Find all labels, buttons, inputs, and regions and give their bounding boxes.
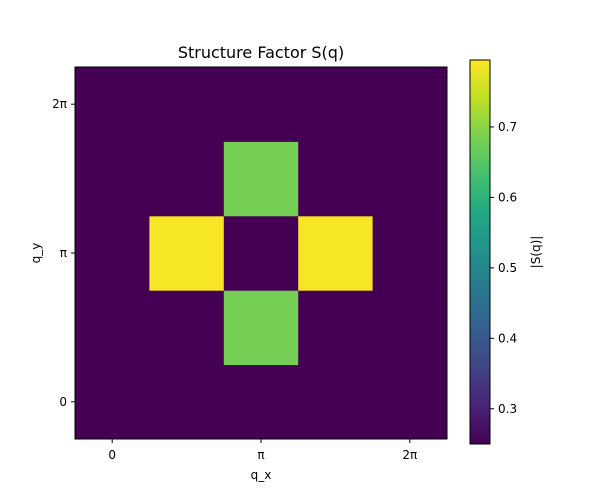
colorbar-ticks: 0.3 0.4 0.5 0.6 0.7 bbox=[490, 120, 517, 416]
heatmap-cell bbox=[223, 364, 299, 440]
heatmap-cell bbox=[75, 290, 150, 366]
heatmap-cell bbox=[149, 290, 225, 366]
heatmap-cell bbox=[298, 364, 374, 440]
heatmap-cell bbox=[75, 215, 150, 291]
x-tick-label: 0 bbox=[108, 448, 116, 462]
x-axis-ticks: 0 π 2π bbox=[108, 439, 417, 462]
heatmap-cell bbox=[75, 67, 150, 142]
y-tick-label: π bbox=[60, 246, 67, 260]
heatmap-cell bbox=[372, 215, 448, 291]
heatmap-cell bbox=[149, 215, 225, 291]
colorbar-tick-label: 0.4 bbox=[498, 331, 517, 345]
colorbar-tick-label: 0.6 bbox=[498, 190, 517, 204]
heatmap-cell bbox=[372, 141, 448, 217]
colorbar-tick-label: 0.3 bbox=[498, 402, 517, 416]
y-axis-label: q_y bbox=[29, 243, 43, 264]
colorbar bbox=[469, 59, 491, 445]
heatmap-cell bbox=[298, 67, 374, 142]
colorbar-tick-label: 0.5 bbox=[498, 261, 517, 275]
heatmap-cell bbox=[372, 290, 448, 366]
y-tick-label: 2π bbox=[52, 97, 67, 111]
heatmap-cell bbox=[223, 141, 299, 217]
y-axis-ticks: 0 π 2π bbox=[52, 97, 75, 409]
heatmap-cell bbox=[372, 67, 448, 142]
x-axis-label: q_x bbox=[251, 468, 272, 482]
heatmap-cell bbox=[149, 141, 225, 217]
heatmap-cell bbox=[149, 364, 225, 440]
heatmap-cell bbox=[223, 215, 299, 291]
colorbar-label: |S(q)| bbox=[529, 236, 543, 269]
chart-title: Structure Factor S(q) bbox=[178, 43, 344, 62]
heatmap-cell bbox=[75, 141, 150, 217]
heatmap-cell bbox=[372, 364, 448, 440]
heatmap-cell bbox=[149, 67, 225, 142]
y-tick-label: 0 bbox=[59, 395, 67, 409]
heatmap-cell bbox=[223, 290, 299, 366]
colorbar-tick-label: 0.7 bbox=[498, 120, 517, 134]
heatmap-cell bbox=[75, 364, 150, 440]
heatmap-cell bbox=[298, 290, 374, 366]
x-tick-label: π bbox=[257, 448, 264, 462]
heatmap-cell bbox=[298, 215, 374, 291]
heatmap-cell bbox=[298, 141, 374, 217]
heatmap-cell bbox=[223, 67, 299, 142]
heatmap-cells bbox=[75, 67, 448, 440]
x-tick-label: 2π bbox=[402, 448, 417, 462]
